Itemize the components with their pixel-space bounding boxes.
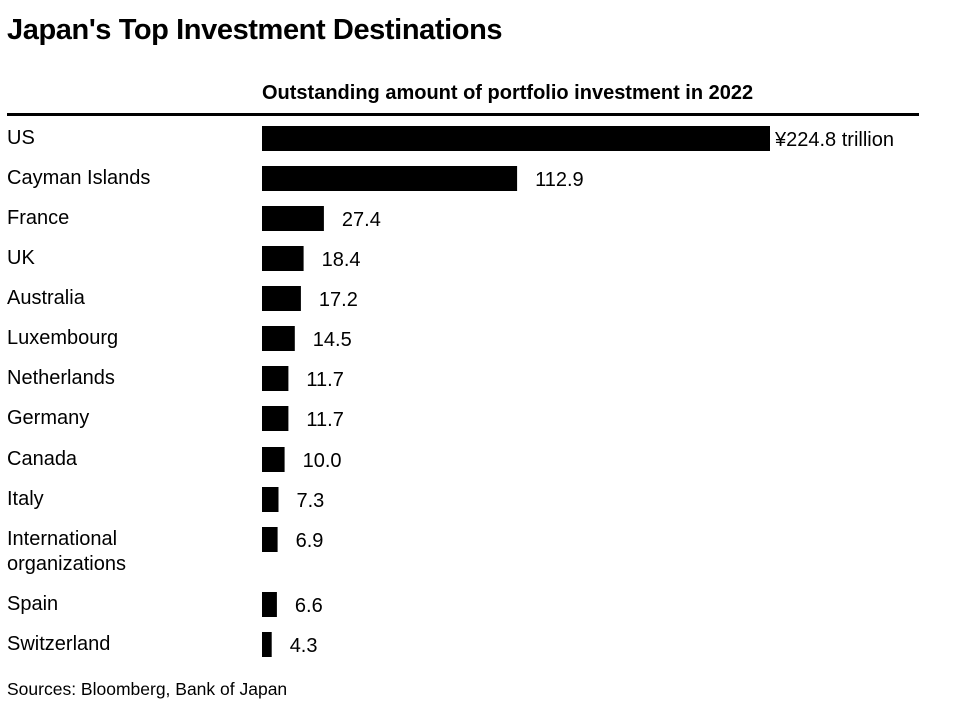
value-label: 6.6: [295, 595, 323, 617]
category-label: Spain: [7, 593, 58, 615]
chart-title: Japan's Top Investment Destinations: [7, 14, 503, 46]
value-label: 11.7: [306, 369, 343, 391]
value-label: 112.9: [535, 169, 584, 191]
bar: [262, 527, 278, 552]
value-label: 14.5: [313, 329, 352, 351]
category-label: Australia: [7, 287, 86, 309]
category-label: UK: [7, 247, 35, 269]
bar: [262, 487, 279, 512]
bar-chart: US ¥224.8 trillion Cayman Islands 112.9 Fran…: [7, 126, 894, 657]
category-label: US: [7, 127, 35, 149]
value-label: 18.4: [322, 249, 361, 271]
bar: [262, 632, 272, 657]
category-label: International organizations: [7, 528, 126, 575]
bar: [262, 326, 295, 351]
bar: [262, 206, 324, 231]
header-rule: [7, 113, 919, 116]
chart-subtitle: Outstanding amount of portfolio investme…: [262, 82, 754, 104]
category-label: Italy: [7, 488, 44, 510]
bar: [262, 286, 301, 311]
value-label: 27.4: [342, 209, 381, 231]
value-label: 4.3: [290, 635, 318, 657]
value-label: 10.0: [303, 450, 342, 472]
category-label: Canada: [7, 448, 78, 470]
value-label: 6.9: [296, 530, 324, 552]
bar: [262, 592, 277, 617]
category-label: Netherlands: [7, 367, 115, 389]
bar: [262, 366, 289, 391]
value-label: 17.2: [319, 289, 358, 311]
category-label: Switzerland: [7, 633, 110, 655]
category-label: Luxembourg: [7, 327, 118, 349]
value-label: ¥224.8 trillion: [774, 129, 894, 151]
bar: [262, 406, 289, 431]
bar: [262, 166, 518, 191]
source-note: Sources: Bloomberg, Bank of Japan: [7, 679, 288, 699]
category-label: Germany: [7, 407, 89, 429]
value-label: 11.7: [306, 409, 343, 431]
bar: [262, 126, 770, 151]
category-label: France: [7, 207, 69, 229]
bar: [262, 246, 304, 271]
category-label: Cayman Islands: [7, 167, 150, 189]
value-label: 7.3: [297, 490, 325, 512]
bar: [262, 447, 285, 472]
